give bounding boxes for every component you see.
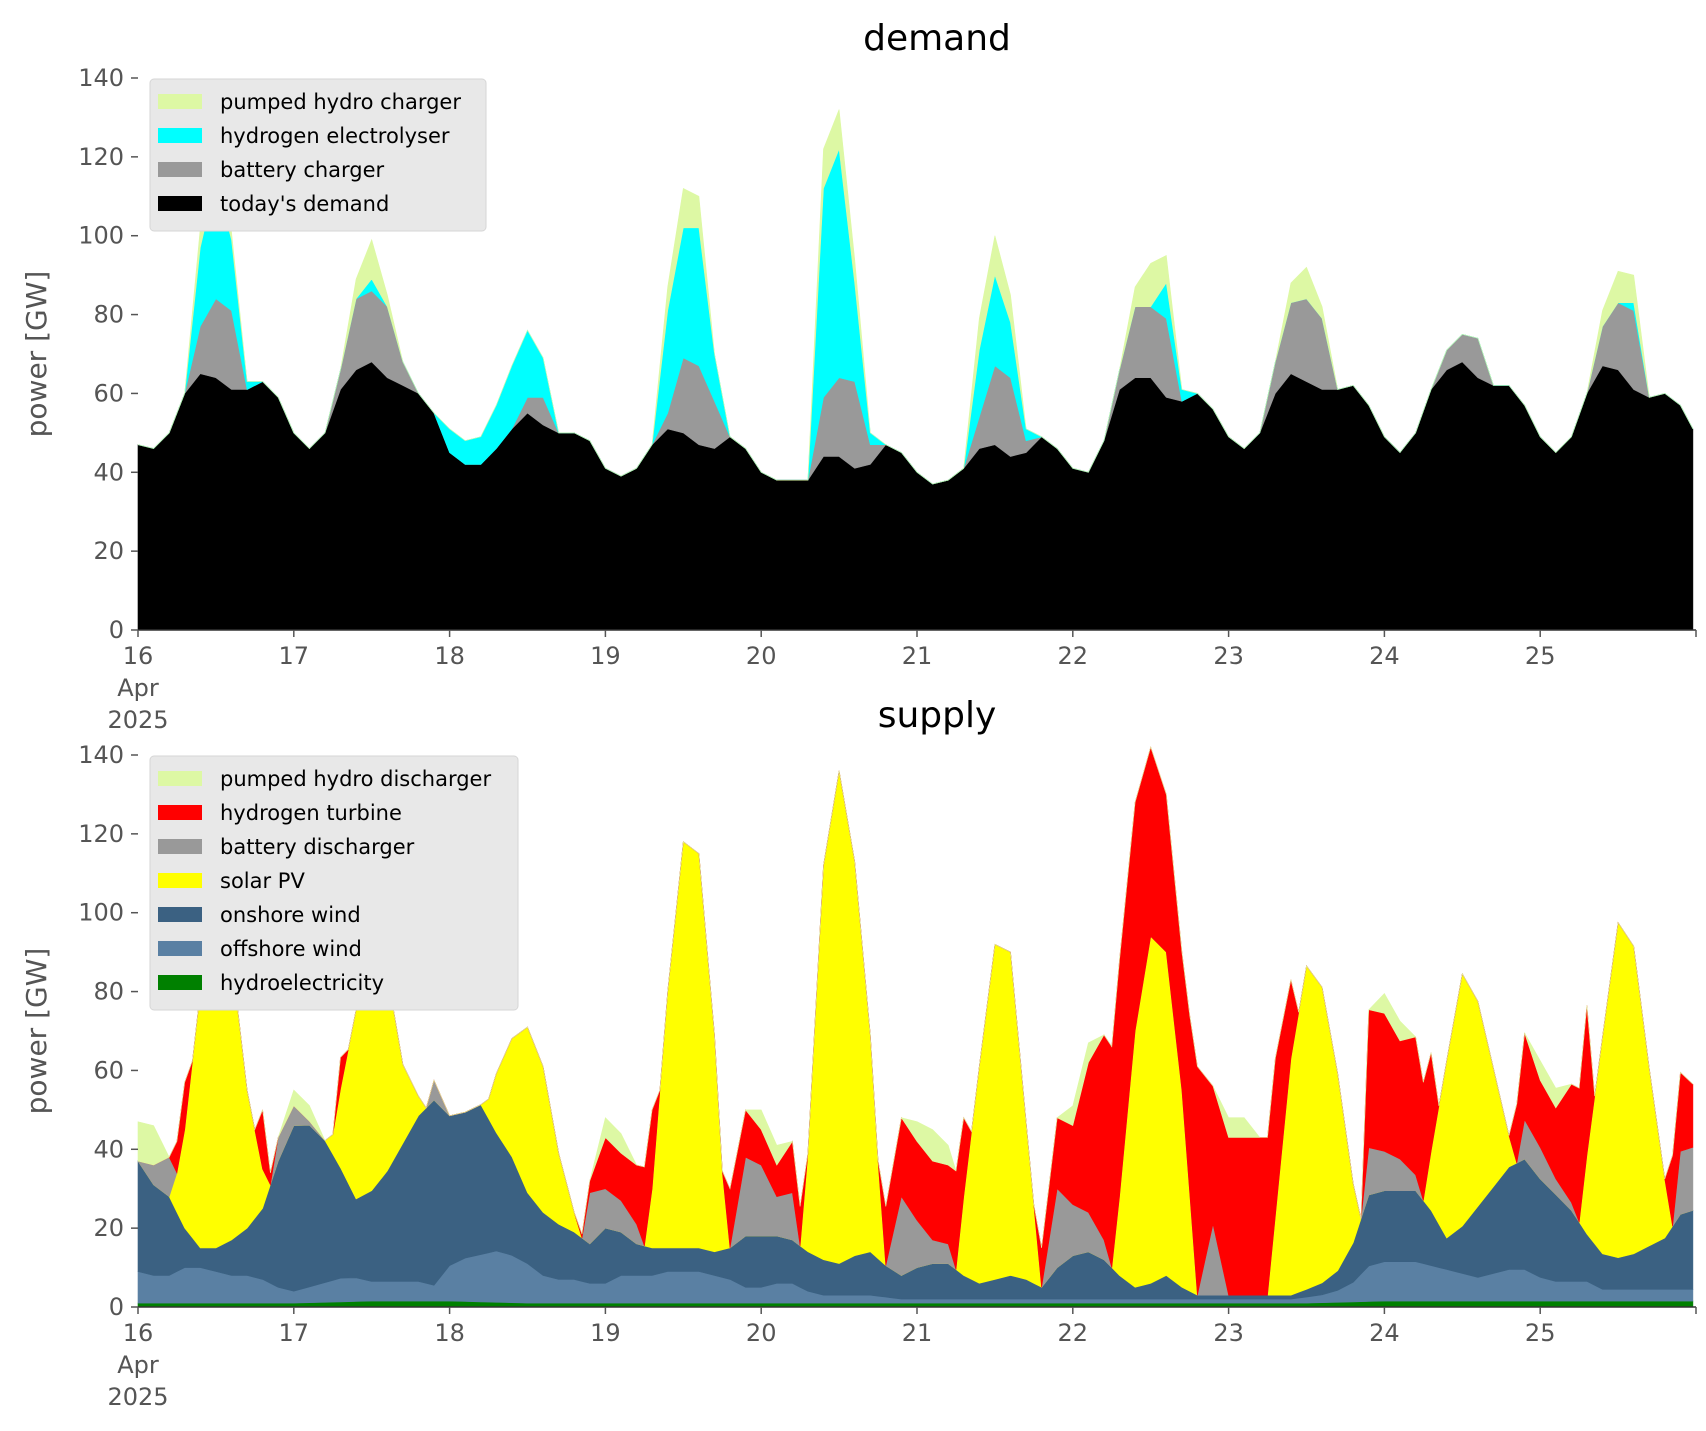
y-tick-label: 120: [78, 820, 124, 848]
x-tick-label: 17: [279, 1319, 310, 1347]
x-tick-label: 21: [902, 1319, 933, 1347]
legend-item-solar-pv: solar PV: [158, 869, 305, 893]
y-tick-label: 100: [78, 222, 124, 250]
stacked-areas: [137, 109, 1694, 631]
legend-item-today-s-demand: today's demand: [158, 192, 389, 216]
legend-swatch: [158, 907, 202, 922]
x-tick-label: 19: [590, 642, 621, 670]
legend-label: hydroelectricity: [220, 971, 384, 995]
y-tick-label: 120: [78, 143, 124, 171]
legend-item-pumped-hydro-charger: pumped hydro charger: [158, 90, 461, 114]
demand-chart: 0 20 40 60 80 100 120 140 16 Apr 2025 17 18 19 20 21 22 2…: [20, 18, 1697, 734]
legend-swatch: [158, 771, 202, 786]
legend-label: pumped hydro discharger: [220, 767, 491, 791]
x-tick-sublabel: Apr: [117, 674, 159, 702]
y-tick-label: 140: [78, 741, 124, 769]
legend-box: [149, 78, 487, 232]
legend-label: onshore wind: [220, 903, 361, 927]
legend-swatch: [158, 873, 202, 888]
x-tick-label: 16: [123, 1319, 154, 1347]
legend-label: offshore wind: [220, 937, 362, 961]
x-tick-sublabel: 2025: [107, 706, 168, 734]
x-tick-label: 23: [1213, 1319, 1244, 1347]
x-tick-label: 22: [1058, 642, 1089, 670]
y-tick-label: 20: [93, 1214, 124, 1242]
legend-swatch: [158, 94, 202, 109]
legend-item-hydrogen-electrolyser: hydrogen electrolyser: [158, 124, 450, 148]
y-tick-label: 60: [93, 1056, 124, 1084]
y-tick-label: 80: [93, 301, 124, 329]
y-tick-label: 40: [93, 1135, 124, 1163]
x-tick-label: 20: [746, 1319, 777, 1347]
y-tick-label: 80: [93, 978, 124, 1006]
y-tick-label: 60: [93, 379, 124, 407]
x-tick-label: 23: [1213, 642, 1244, 670]
legend-swatch: [158, 975, 202, 990]
legend-item-battery-discharger: battery discharger: [158, 835, 415, 859]
axes: 0 20 40 60 80 100 120 140 16 Apr 2025 17 18 19 20 21 22 2…: [78, 64, 1697, 734]
x-tick-label: 22: [1058, 1319, 1089, 1347]
legend-label: battery discharger: [220, 835, 415, 859]
x-tick-label: 24: [1369, 642, 1400, 670]
x-tick-label: 24: [1369, 1319, 1400, 1347]
legend-item-hydroelectricity: hydroelectricity: [158, 971, 384, 995]
y-tick-label: 100: [78, 899, 124, 927]
legend-swatch: [158, 839, 202, 854]
legend: pumped hydro charger hydrogen electrolyse…: [149, 78, 487, 232]
y-tick-label: 40: [93, 458, 124, 486]
x-tick-label: 25: [1525, 642, 1556, 670]
area-today-s-demand: [137, 361, 1694, 631]
supply-chart: 0 20 40 60 80 100 120 140 16 Apr 2025 17 18 19 20 21 22 2…: [20, 695, 1697, 1411]
legend-label: solar PV: [220, 869, 305, 893]
legend-swatch: [158, 196, 202, 211]
legend-label: hydrogen electrolyser: [220, 124, 450, 148]
legend-label: hydrogen turbine: [220, 801, 402, 825]
y-axis-label: power [GW]: [20, 271, 53, 438]
legend-swatch: [158, 805, 202, 820]
legend-item-onshore-wind: onshore wind: [158, 903, 361, 927]
x-tick-label: 19: [590, 1319, 621, 1347]
legend-box: [149, 755, 519, 1011]
legend-label: pumped hydro charger: [220, 90, 461, 114]
legend-label: battery charger: [220, 158, 385, 182]
x-tick-label: 18: [434, 642, 465, 670]
axes: 0 20 40 60 80 100 120 140 16 Apr 2025 17 18 19 20 21 22 2…: [78, 741, 1697, 1411]
stacked-areas: [137, 746, 1694, 1308]
x-tick-label: 17: [279, 642, 310, 670]
legend-swatch: [158, 162, 202, 177]
legend-item-hydrogen-turbine: hydrogen turbine: [158, 801, 402, 825]
y-tick-label: 140: [78, 64, 124, 92]
legend-item-pumped-hydro-discharger: pumped hydro discharger: [158, 767, 491, 791]
legend-item-offshore-wind: offshore wind: [158, 937, 362, 961]
legend-label: today's demand: [220, 192, 389, 216]
x-tick-sublabel: Apr: [117, 1351, 159, 1379]
legend-item-battery-charger: battery charger: [158, 158, 385, 182]
area-pumped-hydro-discharger: [137, 746, 1694, 1248]
x-tick-label: 16: [123, 642, 154, 670]
x-tick-label: 18: [434, 1319, 465, 1347]
legend: pumped hydro discharger hydrogen turbine b…: [149, 755, 519, 1011]
x-tick-label: 20: [746, 642, 777, 670]
legend-swatch: [158, 941, 202, 956]
x-tick-sublabel: 2025: [107, 1383, 168, 1411]
x-tick-label: 21: [902, 642, 933, 670]
y-axis-label: power [GW]: [20, 948, 53, 1115]
y-tick-label: 20: [93, 537, 124, 565]
area-pumped-hydro-charger: [137, 109, 1694, 485]
chart-title: demand: [863, 18, 1011, 59]
chart-title: supply: [878, 695, 997, 736]
x-tick-label: 25: [1525, 1319, 1556, 1347]
y-tick-label: 0: [109, 1293, 124, 1321]
y-tick-label: 0: [109, 616, 124, 644]
legend-swatch: [158, 128, 202, 143]
